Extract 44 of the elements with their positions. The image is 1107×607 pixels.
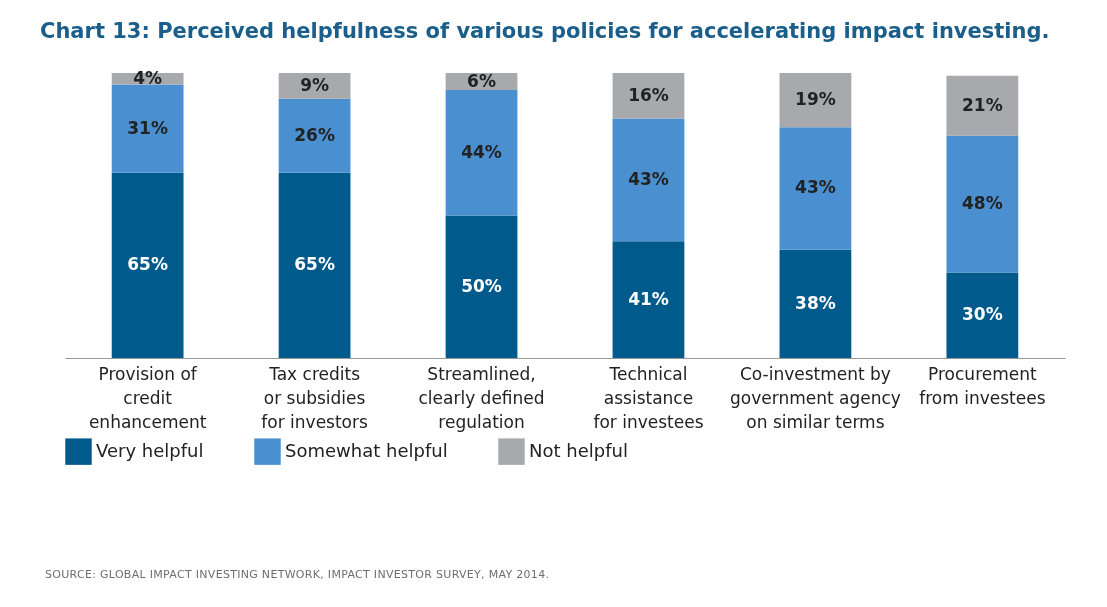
data-label: 6%	[467, 70, 496, 91]
bar	[278, 98, 351, 173]
bar	[612, 73, 685, 119]
data-label: 16%	[628, 84, 669, 105]
bar	[612, 118, 685, 242]
data-label: 43%	[795, 177, 836, 198]
bar	[278, 172, 351, 358]
data-label: 50%	[461, 275, 502, 296]
data-label: 21%	[962, 94, 1003, 115]
data-label: 26%	[294, 124, 335, 145]
x-tick-label: Tax credits or subsidies for investors	[261, 363, 368, 432]
bar	[111, 172, 184, 358]
data-label: 43%	[628, 168, 669, 189]
data-label: 19%	[795, 89, 836, 110]
x-tick-label: Procurement from investees	[919, 363, 1046, 408]
legend-label: Very helpful	[96, 439, 204, 461]
bar	[445, 90, 518, 216]
data-label: 4%	[133, 67, 163, 88]
x-tick-label: Provision of credit enhancement	[88, 363, 207, 432]
bar	[779, 73, 852, 128]
chart-title: Chart 13: Perceived helpfulness of various policies for accelerating impact investing.	[40, 18, 1050, 43]
data-label: 48%	[962, 193, 1003, 214]
x-tick-label: Technical assistance for investees	[593, 363, 704, 432]
bar	[445, 215, 518, 358]
legend-label: Not helpful	[529, 439, 628, 461]
legend-label: Somewhat helpful	[285, 439, 448, 461]
x-tick-label: Streamlined, clearly defined regulation	[418, 363, 545, 432]
x-tick-label: Co-investment by government agency on similar terms	[729, 363, 901, 432]
bar	[111, 84, 184, 173]
data-label: 31%	[127, 117, 168, 138]
bar	[946, 272, 1019, 358]
bar	[612, 241, 685, 358]
data-label: 41%	[628, 288, 669, 309]
data-label: 65%	[294, 254, 335, 275]
data-label: 44%	[461, 141, 502, 162]
bar	[946, 135, 1019, 273]
data-label: 65%	[127, 254, 168, 275]
bar	[779, 249, 852, 358]
data-label: 9%	[300, 74, 330, 95]
data-label: 30%	[962, 304, 1003, 325]
source-note: SOURCE: GLOBAL IMPACT INVESTING NETWORK, IMPACT INVESTOR SURVEY, MAY 2014.	[45, 568, 550, 581]
bar	[779, 127, 852, 250]
data-label: 38%	[795, 292, 836, 313]
bar	[946, 75, 1019, 136]
